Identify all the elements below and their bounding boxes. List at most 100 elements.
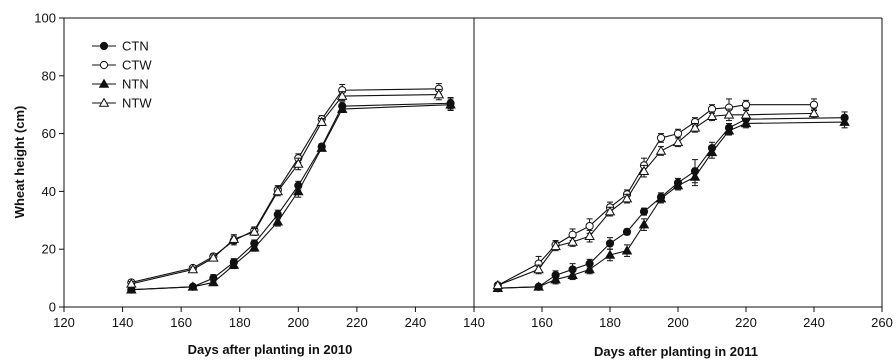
data-point <box>604 249 616 259</box>
data-point <box>621 193 633 203</box>
data-point <box>723 125 735 135</box>
data-point <box>839 116 850 126</box>
series-ntn <box>492 115 850 293</box>
data-point <box>272 185 284 196</box>
data-point <box>550 240 561 251</box>
x-tick-label: 200 <box>287 315 309 330</box>
data-point <box>672 180 684 190</box>
data-point <box>126 284 137 294</box>
series-ntw <box>126 88 445 288</box>
series-ctw <box>493 98 819 290</box>
data-point <box>316 116 327 126</box>
series-ntn <box>126 98 456 294</box>
data-point <box>706 110 718 121</box>
data-point <box>741 100 751 109</box>
data-point <box>656 133 666 143</box>
x-tick-label: 160 <box>170 315 192 330</box>
y-tick-label: 100 <box>34 11 56 26</box>
data-point <box>533 281 544 291</box>
data-point <box>723 109 735 119</box>
data-point <box>272 216 284 226</box>
series-ctn <box>493 111 849 293</box>
data-point <box>445 99 456 109</box>
data-point <box>433 89 445 99</box>
data-point <box>584 230 595 240</box>
data-point <box>187 281 199 291</box>
data-point <box>293 185 304 196</box>
legend-item-ntw: NTW <box>92 96 152 111</box>
legend-label: NTN <box>122 77 149 92</box>
y-tick-label: 0 <box>49 300 56 315</box>
data-point <box>567 236 578 246</box>
data-point <box>809 100 819 109</box>
data-point <box>126 278 137 288</box>
data-point <box>605 239 615 248</box>
data-point <box>228 233 240 243</box>
data-point <box>567 269 578 280</box>
data-point <box>585 221 594 231</box>
x-tick-label: 160 <box>531 315 553 330</box>
legend-marker <box>98 78 110 88</box>
data-point <box>584 264 595 274</box>
series-ctw <box>127 83 443 287</box>
data-point <box>740 118 752 128</box>
legend-marker <box>99 60 109 70</box>
x-tick-label: 180 <box>599 315 621 330</box>
legend-item-ctw: CTW <box>92 58 152 73</box>
x-tick-label: 220 <box>735 315 757 330</box>
data-point <box>808 107 820 118</box>
data-point <box>689 171 701 181</box>
data-point <box>293 158 304 168</box>
series-line <box>497 112 815 286</box>
data-point <box>672 136 684 147</box>
data-point <box>316 142 327 152</box>
series-line <box>131 102 451 291</box>
x-tick-label: 180 <box>229 315 251 330</box>
legend-item-ntn: NTN <box>92 77 149 92</box>
series-line <box>131 88 439 283</box>
series-line <box>497 121 845 289</box>
data-point <box>228 259 240 269</box>
legend-label: CTW <box>122 58 152 73</box>
x-tick-label: 240 <box>803 315 825 330</box>
panel-2010: 120 140 160 180 200 220 240 0 20 40 60 80 100 <box>34 11 475 330</box>
data-point <box>639 207 649 216</box>
x-axis-title-2010: Days after planting in 2010 <box>188 342 353 357</box>
data-point <box>673 129 683 138</box>
legend-marker <box>99 41 109 51</box>
data-point <box>249 226 260 236</box>
series-ntw <box>492 107 820 290</box>
x-tick-label: 140 <box>112 315 134 330</box>
data-point <box>604 206 616 216</box>
data-point <box>187 264 199 274</box>
data-point <box>336 90 348 100</box>
data-point <box>249 242 260 252</box>
x-axis-title-2011: Days after planting in 2011 <box>594 344 758 359</box>
data-point <box>655 193 667 203</box>
data-point <box>336 103 348 113</box>
data-point <box>208 252 219 262</box>
data-point <box>638 165 650 175</box>
data-point <box>492 279 504 290</box>
legend-label: CTN <box>122 39 149 54</box>
series-line <box>131 94 439 285</box>
legend-marker <box>98 97 110 107</box>
series-line <box>497 104 814 286</box>
data-point <box>208 277 219 287</box>
y-axis-title: Wheat height (cm) <box>12 106 27 219</box>
series-line <box>131 104 451 291</box>
data-point <box>550 274 561 284</box>
series-line <box>497 117 845 289</box>
x-tick-label: 200 <box>667 315 689 330</box>
panel-2011: 140 160 180 200 220 240 260 <box>463 17 893 330</box>
y-tick-label: 60 <box>42 126 56 141</box>
x-tick-label: 220 <box>346 315 368 330</box>
x-tick-label: 260 <box>871 315 893 330</box>
y-tick-label: 20 <box>42 242 56 257</box>
series-ctn <box>127 96 455 294</box>
x-tick-label: 240 <box>405 315 427 330</box>
legend-label: NTW <box>122 96 152 111</box>
data-point <box>622 227 632 236</box>
data-point <box>740 109 752 119</box>
legend: CTN CTW NTN NTW <box>92 39 152 111</box>
